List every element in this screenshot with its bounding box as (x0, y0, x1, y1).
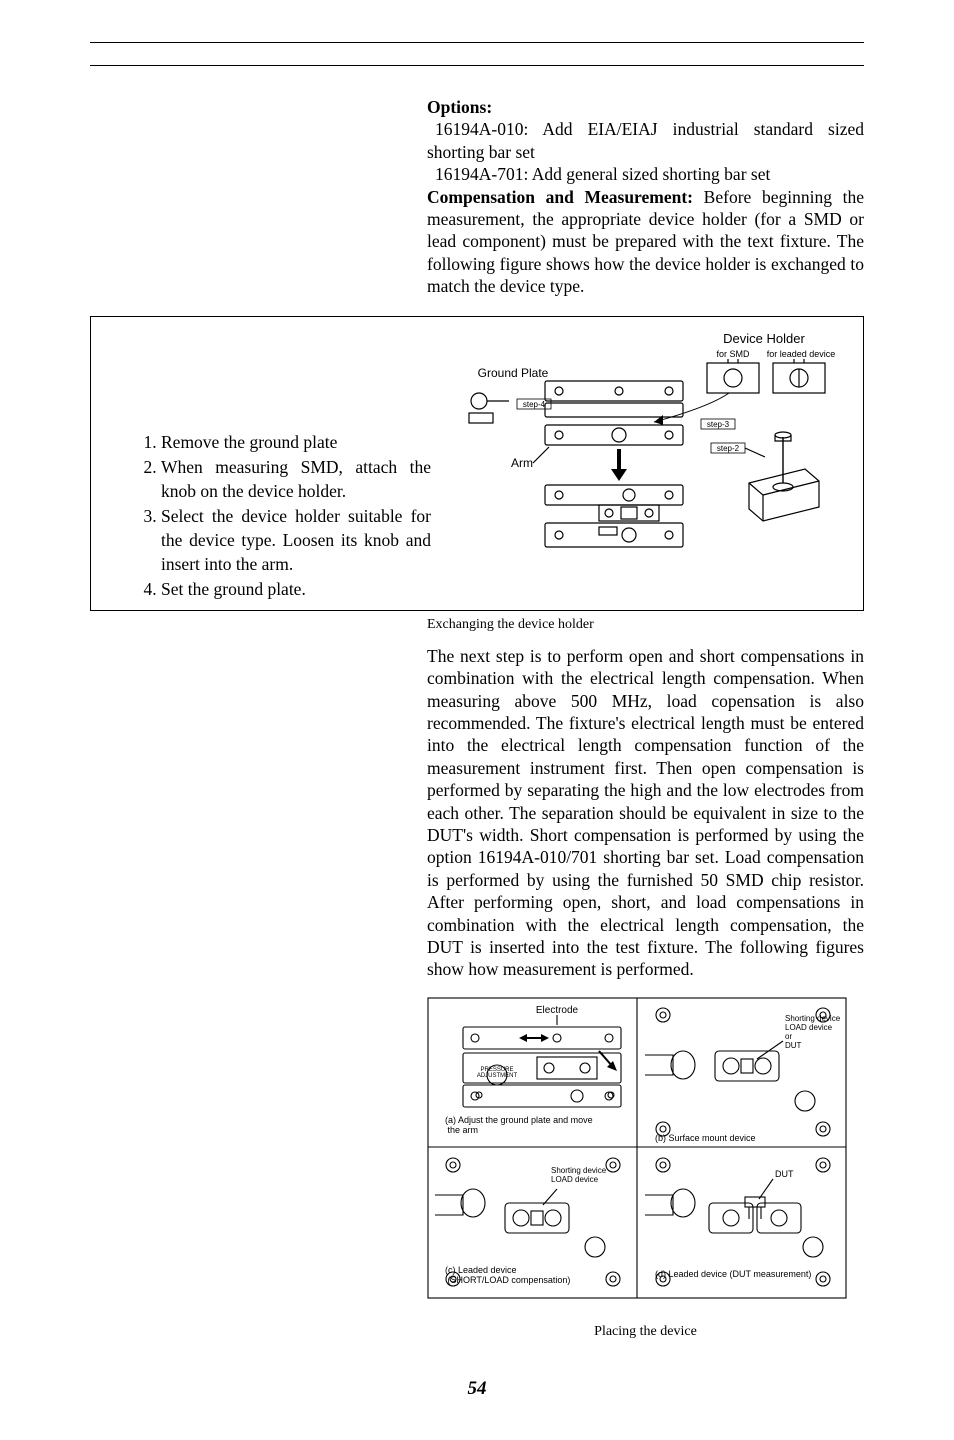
option-item-0: 16194A-010: Add EIA/EIAJ industrial stan… (427, 118, 864, 163)
label-step2: step-2 (716, 444, 739, 453)
label-pressure: PRESSUREADJUSTMENT (477, 1067, 518, 1079)
label-panel-b: (b) Surface mount device (655, 1133, 756, 1143)
comp-heading: Compensation and Measurement: (427, 187, 693, 207)
figure1-svg: Device Holder for SMD for leaded device … (449, 327, 844, 575)
label-panel-c: (c) Leaded device (SHORT/LOAD compensati… (445, 1265, 570, 1285)
steps-list: Remove the ground plate When measuring S… (101, 323, 431, 604)
label-step4: step-4 (522, 400, 545, 409)
figure1-svg-wrap: Device Holder for SMD for leaded device … (439, 323, 853, 575)
page-number: 54 (90, 1378, 864, 1400)
label-dut: DUT (775, 1169, 794, 1179)
figure1-caption: Exchanging the device holder (427, 617, 864, 633)
label-panel-d: (d) Leaded device (DUT measurement) (655, 1269, 811, 1279)
option-item-1: 16194A-701: Add general sized shorting b… (427, 163, 864, 185)
figure2-wrap: Electrode PRESSUREADJUSTMENT (427, 997, 864, 1340)
top-rule (90, 42, 864, 43)
step-2: When measuring SMD, attach the knob on t… (161, 456, 431, 503)
paragraph-2: The next step is to perform open and sho… (427, 645, 864, 981)
figure2-svg: Electrode PRESSUREADJUSTMENT (427, 997, 847, 1313)
label-electrode: Electrode (536, 1005, 579, 1016)
figure2-caption: Placing the device (427, 1324, 864, 1340)
label-step3: step-3 (706, 420, 729, 429)
options-section: Options: 16194A-010: Add EIA/EIAJ indust… (427, 96, 864, 298)
label-panel-a: (a) Adjust the ground plate and move the… (445, 1115, 593, 1135)
label-arm: Arm (511, 456, 533, 470)
step-4: Set the ground plate. (161, 578, 431, 602)
page: Options: 16194A-010: Add EIA/EIAJ indust… (0, 0, 954, 1440)
label-for-leaded: for leaded device (766, 349, 835, 359)
label-shorting: Shorting deviceLOAD deviceorDUT (785, 1014, 841, 1050)
figure1-box: Remove the ground plate When measuring S… (90, 316, 864, 611)
label-ground-plate: Ground Plate (477, 366, 548, 380)
options-heading: Options: (427, 97, 492, 117)
step-3: Select the device holder suitable for th… (161, 505, 431, 576)
label-shorting2: Shorting deviceLOAD device (551, 1166, 607, 1184)
label-device-holder: Device Holder (723, 331, 805, 346)
label-for-smd: for SMD (716, 349, 750, 359)
sub-rule (90, 65, 864, 66)
step-1: Remove the ground plate (161, 431, 431, 455)
